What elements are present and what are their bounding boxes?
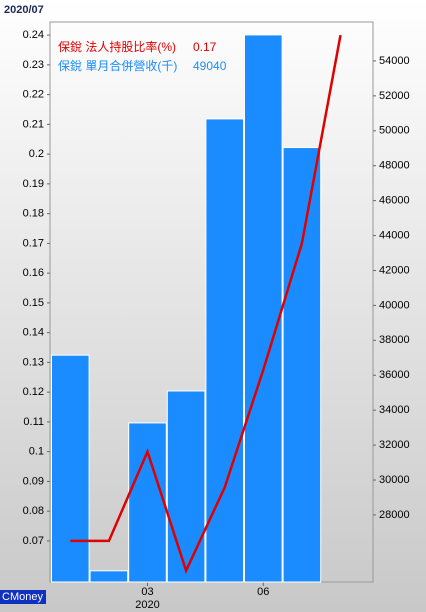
bar [89,570,129,583]
bar [244,34,283,583]
x-sublabel: 2020 [135,599,159,611]
y-tick-label: 0.1 [29,446,44,458]
y2-tick-label: 48000 [379,160,410,172]
y-tick-label: 0.15 [23,297,44,309]
y2-tick-label: 44000 [379,229,410,241]
legend-value: 0.17 [193,40,217,54]
legend-value: 49040 [193,59,227,73]
y-tick-label: 0.11 [23,416,44,428]
y-tick-label: 0.12 [23,386,44,398]
y-tick-label: 0.17 [23,237,44,249]
y-tick-label: 0.19 [23,178,44,190]
y2-tick-label: 32000 [379,439,410,451]
watermark-bg [0,590,46,604]
bar [51,354,90,583]
y2-tick-label: 28000 [379,509,410,521]
y-tick-label: 0.16 [23,267,44,279]
x-tick-label: 06 [257,586,269,598]
y2-tick-label: 54000 [379,55,410,67]
y-tick-label: 0.18 [23,208,44,220]
bar [128,422,167,583]
y2-tick-label: 38000 [379,334,410,346]
bar [166,390,206,583]
y-tick-label: 0.2 [29,148,44,160]
y2-tick-label: 52000 [379,90,410,102]
y-tick-label: 0.24 [23,29,44,41]
watermark: CMoney [2,591,43,603]
line [70,34,342,575]
y2-tick-label: 42000 [379,264,410,276]
y-tick-label: 0.21 [23,118,44,130]
legend-label: 保銳 單月合併營收(千) [58,58,177,73]
y-tick-label: 0.22 [23,89,44,101]
y-tick-label: 0.14 [23,327,44,339]
y-tick-label: 0.23 [23,59,44,71]
y2-tick-label: 34000 [379,404,410,416]
bar [205,118,244,583]
legend-label: 保銳 法人持股比率(%) [58,39,176,54]
y-tick-label: 0.07 [23,535,44,547]
y-tick-label: 0.08 [23,505,44,517]
y2-tick-label: 46000 [379,195,410,207]
x-tick-label: 03 [141,586,153,598]
bar [282,147,322,583]
y2-tick-label: 36000 [379,369,410,381]
y-tick-label: 0.09 [23,475,44,487]
y-tick-label: 0.13 [23,356,44,368]
chart-title: 2020/07 [4,4,44,16]
y2-tick-label: 40000 [379,299,410,311]
y2-tick-label: 50000 [379,125,410,137]
y2-tick-label: 30000 [379,474,410,486]
